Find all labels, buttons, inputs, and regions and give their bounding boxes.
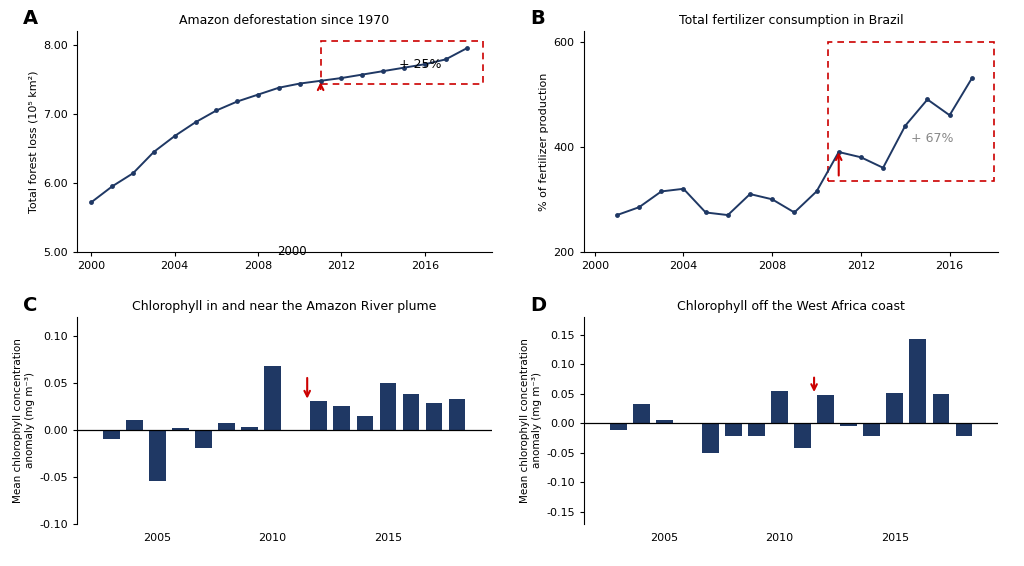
Bar <box>725 423 741 436</box>
Title: Chlorophyll off the West Africa coast: Chlorophyll off the West Africa coast <box>677 300 905 313</box>
Bar <box>679 423 695 424</box>
Bar <box>449 398 465 430</box>
Y-axis label: % of fertilizer production: % of fertilizer production <box>540 72 549 211</box>
Bar <box>817 395 834 423</box>
Bar <box>771 391 787 423</box>
Title: Amazon deforestation since 1970: Amazon deforestation since 1970 <box>179 14 389 27</box>
Bar <box>321 41 483 84</box>
Bar <box>310 401 327 430</box>
Bar <box>126 420 142 430</box>
Bar <box>380 383 396 430</box>
Y-axis label: Total forest loss (10⁵ km²): Total forest loss (10⁵ km²) <box>29 70 39 213</box>
Bar <box>356 415 373 430</box>
Bar <box>841 423 857 426</box>
Bar <box>426 404 442 430</box>
Bar <box>702 423 719 453</box>
Bar <box>218 423 234 430</box>
Text: + 25%: + 25% <box>399 58 442 71</box>
Title: Chlorophyll in and near the Amazon River plume: Chlorophyll in and near the Amazon River… <box>132 300 436 313</box>
Text: + 67%: + 67% <box>910 132 953 145</box>
Bar <box>242 427 258 430</box>
Text: C: C <box>23 297 37 315</box>
Bar <box>933 394 949 423</box>
Bar <box>150 430 166 481</box>
Bar <box>749 423 765 436</box>
Y-axis label: Mean chlorophyll concentration
anomaly (mg m⁻³): Mean chlorophyll concentration anomaly (… <box>13 338 35 503</box>
Bar <box>103 430 120 439</box>
Text: 2000: 2000 <box>278 245 306 258</box>
Bar <box>827 42 994 181</box>
Bar <box>955 423 972 436</box>
Bar <box>863 423 880 436</box>
Bar <box>402 394 419 430</box>
Bar <box>172 428 188 430</box>
Y-axis label: Mean chlorophyll concentration
anomaly (mg m⁻³): Mean chlorophyll concentration anomaly (… <box>520 338 542 503</box>
Bar <box>610 423 627 430</box>
Text: D: D <box>529 297 546 315</box>
Bar <box>656 420 673 423</box>
Title: Total fertilizer consumption in Brazil: Total fertilizer consumption in Brazil <box>679 14 903 27</box>
Bar <box>196 430 212 448</box>
Bar <box>288 430 304 431</box>
Bar <box>264 366 281 430</box>
Bar <box>909 339 926 423</box>
Bar <box>334 406 350 430</box>
Text: B: B <box>529 9 545 28</box>
Bar <box>633 404 649 423</box>
Text: A: A <box>23 9 38 28</box>
Bar <box>887 392 903 423</box>
Bar <box>795 423 811 448</box>
